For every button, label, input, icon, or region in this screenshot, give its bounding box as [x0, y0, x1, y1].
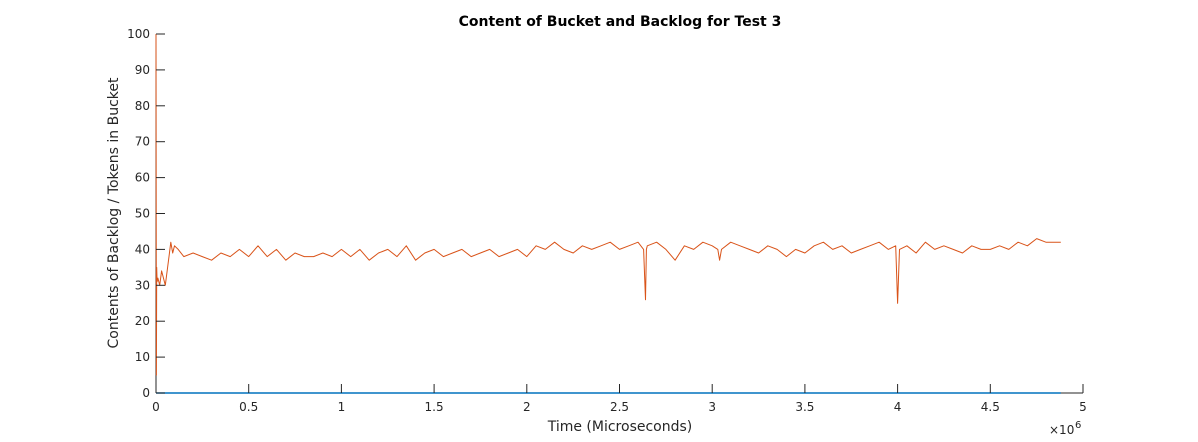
y-tick-label: 60: [135, 171, 150, 185]
x-tick-label: 1: [338, 400, 346, 414]
x-tick-label: 3.5: [795, 400, 814, 414]
x-axis-label: Time (Microseconds): [547, 419, 693, 435]
y-tick-label: 90: [135, 63, 150, 77]
x-tick-label: 0: [152, 400, 160, 414]
series-group: [155, 33, 1061, 394]
x-exponent: ×10 6: [1049, 420, 1081, 437]
y-tick-label: 70: [135, 135, 150, 149]
y-tick-label: 80: [135, 99, 150, 113]
x-tick-label: 0.5: [239, 400, 258, 414]
x-tick-label: 4.5: [981, 400, 1000, 414]
x-tick-label: 1.5: [425, 400, 444, 414]
y-tick-label: 100: [127, 27, 150, 41]
x-tick-label: 5: [1079, 400, 1087, 414]
y-tick-label: 30: [135, 278, 150, 292]
series-line-2: [155, 33, 1061, 376]
y-tick-label: 50: [135, 207, 150, 221]
plot-area: 0 0.5 1 1.5 2 2.5 3 3.5 4 4.5 5 0 10 20 30 40 50 60 70 80 9…: [127, 27, 1087, 414]
x-ticks: 0 0.5 1 1.5 2 2.5 3 3.5 4 4.5 5: [152, 384, 1087, 414]
x-tick-label: 2: [523, 400, 531, 414]
y-ticks: 0 10 20 30 40 50 60 70 80 90 100: [127, 27, 165, 400]
x-exponent-power: 6: [1075, 420, 1081, 431]
y-axis-label: Contents of Backlog / Tokens in Bucket: [106, 77, 122, 349]
chart-title: Content of Bucket and Backlog for Test 3: [459, 14, 782, 30]
x-tick-label: 4: [894, 400, 902, 414]
y-tick-label: 10: [135, 350, 150, 364]
x-tick-label: 3: [708, 400, 716, 414]
y-tick-label: 20: [135, 314, 150, 328]
y-tick-label: 40: [135, 242, 150, 256]
x-tick-label: 2.5: [610, 400, 629, 414]
y-tick-label: 0: [142, 386, 150, 400]
x-exponent-base: ×10: [1049, 423, 1074, 437]
